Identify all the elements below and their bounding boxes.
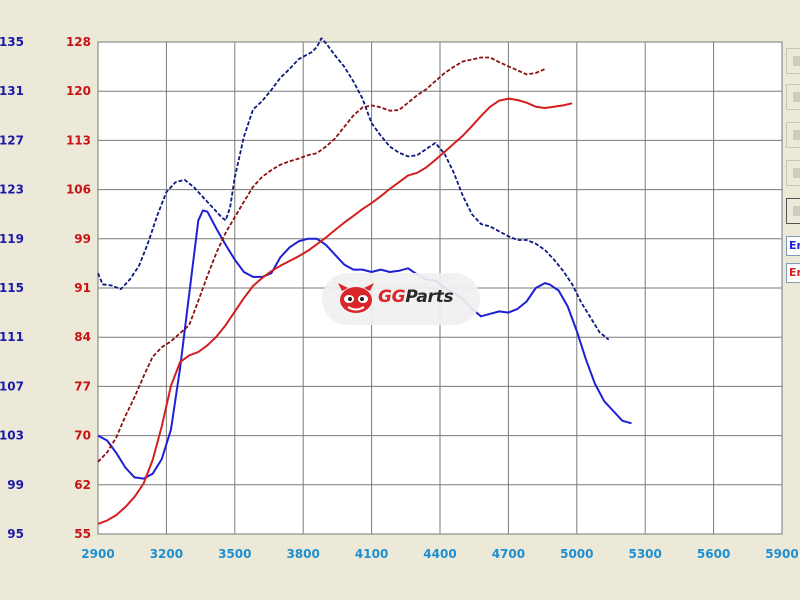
y-right-tick-label: 55 (74, 527, 91, 541)
y-left-tick-label: 135 (0, 35, 24, 49)
x-tick-label: 3500 (218, 547, 251, 561)
chart-series (97, 37, 632, 525)
grid-lines (98, 42, 782, 534)
side-toolbar-button-3[interactable] (786, 122, 800, 148)
y-right-tick-label: 128 (66, 35, 91, 49)
x-tick-label: 3200 (150, 547, 183, 561)
watermark-gg: GG (378, 287, 406, 307)
side-toolbar-button-4[interactable] (786, 160, 800, 186)
series-line-2-blue-dashed (97, 37, 610, 341)
series-line-3-red (97, 97, 573, 525)
legend-chip-blue[interactable]: En (786, 236, 800, 256)
gg-parts-watermark: GGParts (322, 273, 480, 325)
y-left-tick-label: 131 (0, 84, 24, 98)
toolbar-icon (793, 130, 800, 140)
toolbar-icon (793, 168, 800, 178)
y-left-tick-label: 103 (0, 429, 24, 443)
x-tick-label: 5000 (560, 547, 593, 561)
y-left-tick-label: 107 (0, 379, 24, 393)
x-tick-label: 3800 (286, 547, 319, 561)
y-right-tick-label: 70 (74, 429, 91, 443)
toolbar-icon (793, 56, 800, 66)
axis-tick-labels: 2900 3200 3500 3800 4100 4400 4700 5000 5300 5600… (0, 35, 799, 561)
y-left-tick-label: 95 (7, 527, 24, 541)
y-right-tick-label: 99 (74, 232, 91, 246)
y-left-tick-label: 119 (0, 232, 24, 246)
x-tick-label: 2900 (81, 547, 114, 561)
series-line-1-blue (97, 209, 632, 480)
y-right-tick-label: 120 (66, 84, 91, 98)
side-toolbar-button-2[interactable] (786, 84, 800, 110)
x-tick-label: 5900 (765, 547, 798, 561)
y-right-tick-label: 91 (74, 281, 91, 295)
y-left-tick-label: 123 (0, 183, 24, 197)
toolbar-icon (793, 206, 800, 216)
toolbar-icon (793, 92, 800, 102)
series-line-4-red-dashed (97, 56, 546, 463)
watermark-brand: GGParts (378, 287, 454, 307)
side-toolbar-button-5[interactable] (786, 198, 800, 224)
x-tick-label: 4100 (355, 547, 388, 561)
y-left-tick-label: 111 (0, 330, 24, 344)
watermark-parts: Parts (405, 287, 454, 307)
side-toolbar-button-1[interactable] (786, 48, 800, 74)
x-tick-label: 4700 (492, 547, 525, 561)
x-tick-label: 5600 (697, 547, 730, 561)
y-right-tick-label: 84 (74, 330, 91, 344)
legend-chip-red[interactable]: En (786, 263, 800, 283)
monster-face-logo-icon (338, 283, 374, 313)
y-right-tick-label: 113 (66, 133, 91, 147)
x-tick-label: 4400 (423, 547, 456, 561)
y-right-tick-label: 106 (66, 183, 91, 197)
y-left-tick-label: 99 (7, 478, 24, 492)
y-right-tick-label: 62 (74, 478, 91, 492)
y-right-tick-label: 77 (74, 379, 91, 393)
y-left-tick-label: 115 (0, 281, 24, 295)
x-tick-label: 5300 (628, 547, 661, 561)
y-left-tick-label: 127 (0, 133, 24, 147)
